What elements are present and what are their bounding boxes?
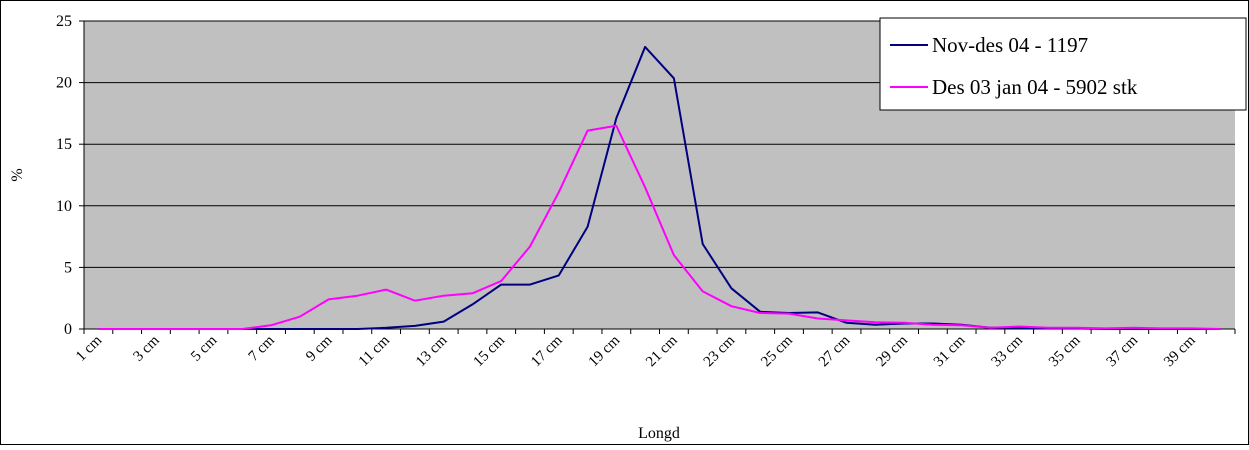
y-tick-label: 25 xyxy=(56,13,72,30)
x-tick-label: 3 cm xyxy=(131,332,163,364)
x-tick-label: 17 cm xyxy=(528,332,566,370)
series-lines xyxy=(98,45,1221,330)
legend-box xyxy=(879,17,1247,111)
x-tick-label: 21 cm xyxy=(643,332,681,370)
legend-label-series-1: Nov-des 04 - 1197 xyxy=(932,33,1088,57)
x-tick-label: 33 cm xyxy=(988,332,1026,370)
y-axis-title: % xyxy=(9,168,26,181)
y-axis-ticks: 0 5 10 15 20 25 xyxy=(56,13,84,338)
gridlines xyxy=(84,20,1235,268)
legend: Nov-des 04 - 1197 Des 03 jan 04 - 5902 s… xyxy=(879,17,1247,111)
x-tick-label: 5 cm xyxy=(188,332,220,364)
x-tick-label: 9 cm xyxy=(303,332,335,364)
legend-label-series-2: Des 03 jan 04 - 5902 stk xyxy=(932,75,1138,99)
x-tick-label: 13 cm xyxy=(413,332,451,370)
x-tick-label: 35 cm xyxy=(1046,332,1084,370)
y-tick-label: 15 xyxy=(56,136,72,153)
series-line-2 xyxy=(98,124,1221,330)
x-axis-title: Longd xyxy=(638,425,680,442)
x-tick-label: 37 cm xyxy=(1104,332,1142,370)
x-tick-label: 29 cm xyxy=(873,332,911,370)
y-tick-label: 20 xyxy=(56,75,72,92)
x-tick-label: 25 cm xyxy=(758,332,796,370)
x-tick-label: 7 cm xyxy=(246,332,278,364)
x-tick-label: 39 cm xyxy=(1161,332,1199,370)
x-tick-label: 11 cm xyxy=(356,332,393,369)
x-axis-ticks: 1 cm 3 cm 5 cm 7 cm 9 cm 11 cm 13 cm 15 cm 17 cm… xyxy=(73,329,1236,370)
y-tick-label: 10 xyxy=(56,198,72,215)
x-tick-label: 19 cm xyxy=(586,332,624,370)
y-tick-label: 0 xyxy=(64,321,72,338)
x-tick-label: 15 cm xyxy=(471,332,509,370)
y-tick-label: 5 xyxy=(64,259,72,276)
x-tick-label: 27 cm xyxy=(816,332,854,370)
x-tick-label: 31 cm xyxy=(931,332,969,370)
x-tick-label: 1 cm xyxy=(73,332,105,364)
x-tick-label: 23 cm xyxy=(701,332,739,370)
